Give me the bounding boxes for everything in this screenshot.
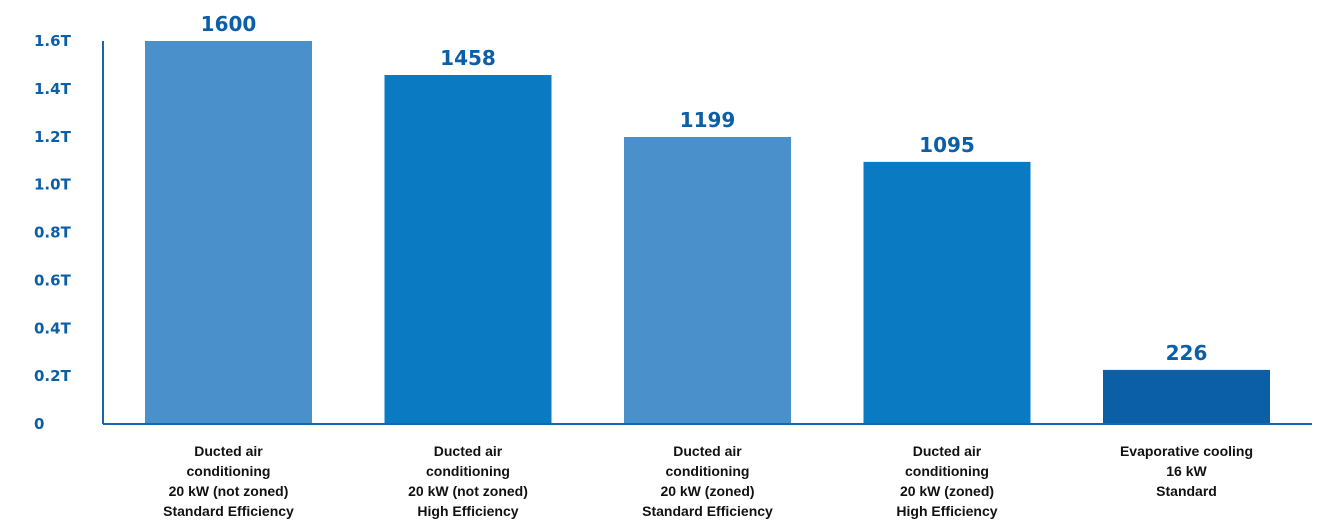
category-label-line: Ducted air <box>913 443 982 459</box>
category-label-line: conditioning <box>187 463 271 479</box>
y-tick-label: 0.2T <box>34 367 72 385</box>
y-tick-label: 1.6T <box>34 32 72 50</box>
bar-value-label: 1600 <box>201 12 257 36</box>
value-labels: 1600 1458 1199 1095 226 <box>201 12 1208 365</box>
category-label-line: Standard <box>1156 483 1217 499</box>
bar <box>624 136 791 424</box>
category-label-line: Evaporative cooling <box>1120 443 1253 459</box>
category-label-line: Standard Efficiency <box>642 503 773 519</box>
bar-value-label: 1458 <box>440 46 496 70</box>
category-label-line: Ducted air <box>194 443 263 459</box>
category-label-line: conditioning <box>666 463 750 479</box>
bar <box>1103 369 1270 424</box>
category-label-line: 16 kW <box>1166 463 1207 479</box>
bar <box>384 74 552 425</box>
y-axis-ticks: 0 0.2T 0.4T 0.6T 0.8T 1.0T 1.2T 1.4T 1.6T <box>34 32 72 433</box>
category-label-line: conditioning <box>426 463 510 479</box>
category-label-line: Standard Efficiency <box>163 503 294 519</box>
category-label-line: Ducted air <box>673 443 742 459</box>
category-label-line: 20 kW (not zoned) <box>169 483 289 499</box>
category-label-line: 20 kW (zoned) <box>900 483 994 499</box>
category-label-line: Ducted air <box>434 443 503 459</box>
category-label-line: High Efficiency <box>417 503 518 519</box>
bar-value-label: 1095 <box>919 133 975 157</box>
category-label-line: High Efficiency <box>896 503 997 519</box>
category-labels: Ducted air conditioning 20 kW (not zoned) S… <box>163 443 1253 519</box>
y-tick-label: 0.8T <box>34 224 72 242</box>
bars <box>145 41 1270 425</box>
y-tick-label: 0.4T <box>34 319 72 337</box>
bar <box>863 161 1031 424</box>
category-label-line: 20 kW (zoned) <box>660 483 754 499</box>
bar-value-label: 1199 <box>680 108 736 132</box>
bar <box>145 41 312 424</box>
y-tick-label: 1.4T <box>34 80 72 98</box>
y-tick-label: 1.0T <box>34 176 72 194</box>
y-tick-label: 1.2T <box>34 128 72 146</box>
bar-value-label: 226 <box>1166 341 1208 365</box>
y-tick-label: 0.6T <box>34 271 72 289</box>
category-label-line: conditioning <box>905 463 989 479</box>
y-tick-label: 0 <box>34 415 44 433</box>
category-label-line: 20 kW (not zoned) <box>408 483 528 499</box>
